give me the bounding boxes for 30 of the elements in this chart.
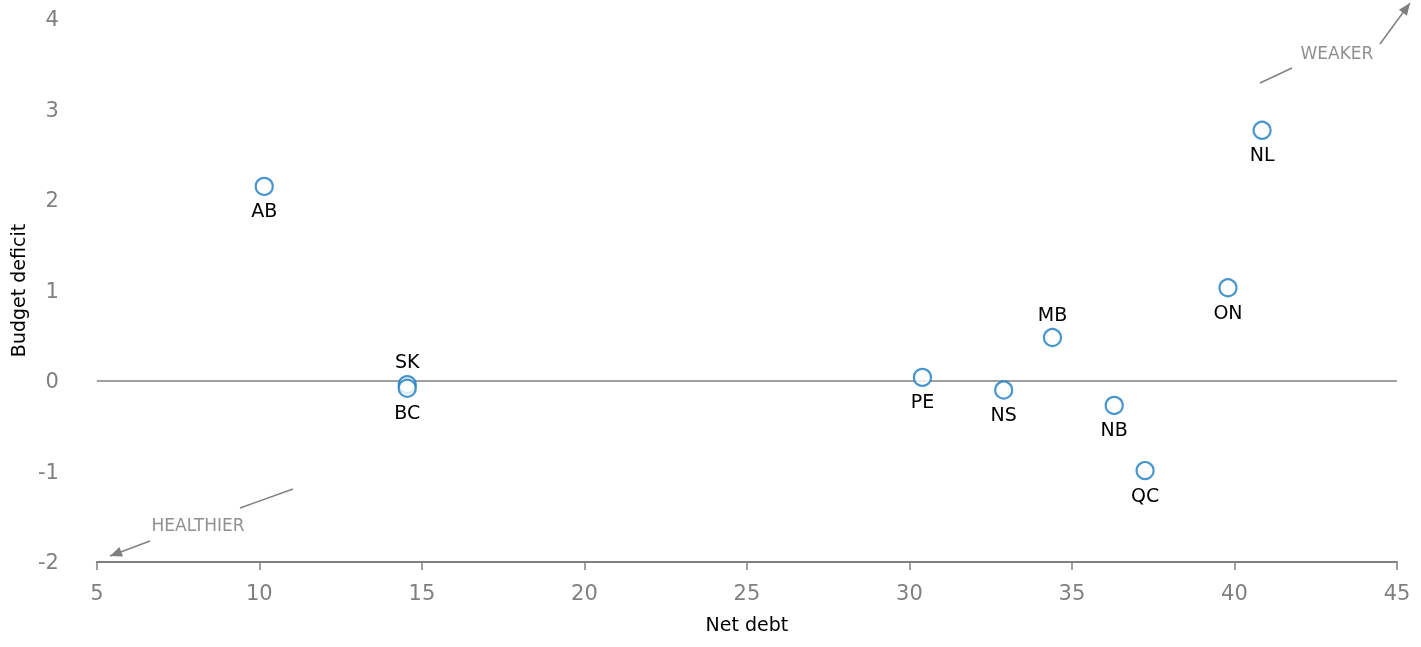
annotation: ON	[1213, 300, 1243, 323]
annotation: HEALTHIER	[151, 515, 245, 535]
annotation: QC	[1130, 483, 1160, 506]
y-axis-title: Budget deficit	[6, 223, 29, 358]
annotation: PE	[910, 390, 935, 413]
x-tick-label: 30	[896, 580, 923, 605]
x-tick-label: 45	[1383, 580, 1411, 605]
x-tick-label: 40	[1221, 580, 1248, 605]
y-tick-label: -2	[37, 550, 59, 574]
x-axis-title: Net debt	[705, 612, 789, 635]
y-tick-label: 3	[45, 97, 59, 122]
x-tick-label: 5	[90, 580, 104, 605]
annotation: MB	[1037, 302, 1068, 325]
annotation: BC	[394, 401, 421, 424]
x-tick-label: 10	[245, 580, 273, 605]
x-tick-label: 15	[408, 580, 436, 605]
annotation: WEAKER	[1300, 43, 1374, 63]
annotation: SK	[394, 349, 421, 372]
x-tick-label: 35	[1058, 580, 1086, 605]
y-tick-label: 1	[45, 278, 59, 303]
y-tick-label: 4	[45, 7, 59, 31]
y-tick-label: -1	[37, 459, 59, 484]
y-tick-label: 0	[45, 369, 59, 393]
x-tick-label: 25	[733, 580, 761, 605]
annotation: NB	[1100, 418, 1128, 441]
annotation: NS	[990, 403, 1017, 426]
y-tick-label: 2	[45, 188, 59, 212]
annotation: NL	[1249, 143, 1275, 166]
annotation: AB	[251, 199, 278, 222]
x-tick-label: 20	[571, 580, 598, 605]
